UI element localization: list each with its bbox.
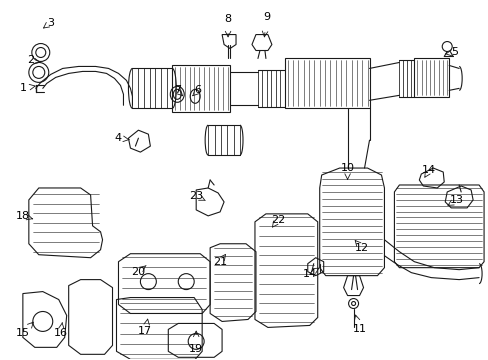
Text: 5: 5 xyxy=(451,48,458,58)
Text: 6: 6 xyxy=(194,85,201,95)
Text: 20: 20 xyxy=(131,267,145,276)
Text: 9: 9 xyxy=(263,12,270,22)
Text: 19: 19 xyxy=(189,345,203,354)
Text: 14: 14 xyxy=(421,165,435,175)
Text: 4: 4 xyxy=(115,133,122,143)
Text: 15: 15 xyxy=(16,328,30,338)
Text: 22: 22 xyxy=(270,215,285,225)
Text: 3: 3 xyxy=(47,18,54,28)
Text: 11: 11 xyxy=(352,324,366,334)
Text: 23: 23 xyxy=(189,191,203,201)
Text: 14: 14 xyxy=(302,269,316,279)
Text: 12: 12 xyxy=(354,243,368,253)
Text: 17: 17 xyxy=(138,327,152,336)
Text: 16: 16 xyxy=(54,328,67,338)
Text: 21: 21 xyxy=(213,257,227,267)
Text: 13: 13 xyxy=(449,195,463,205)
Text: 8: 8 xyxy=(224,14,231,24)
Text: 7: 7 xyxy=(173,85,181,95)
Text: 1: 1 xyxy=(20,84,26,93)
Text: 18: 18 xyxy=(16,211,30,221)
Text: 2: 2 xyxy=(27,55,34,66)
Text: 10: 10 xyxy=(340,163,354,173)
